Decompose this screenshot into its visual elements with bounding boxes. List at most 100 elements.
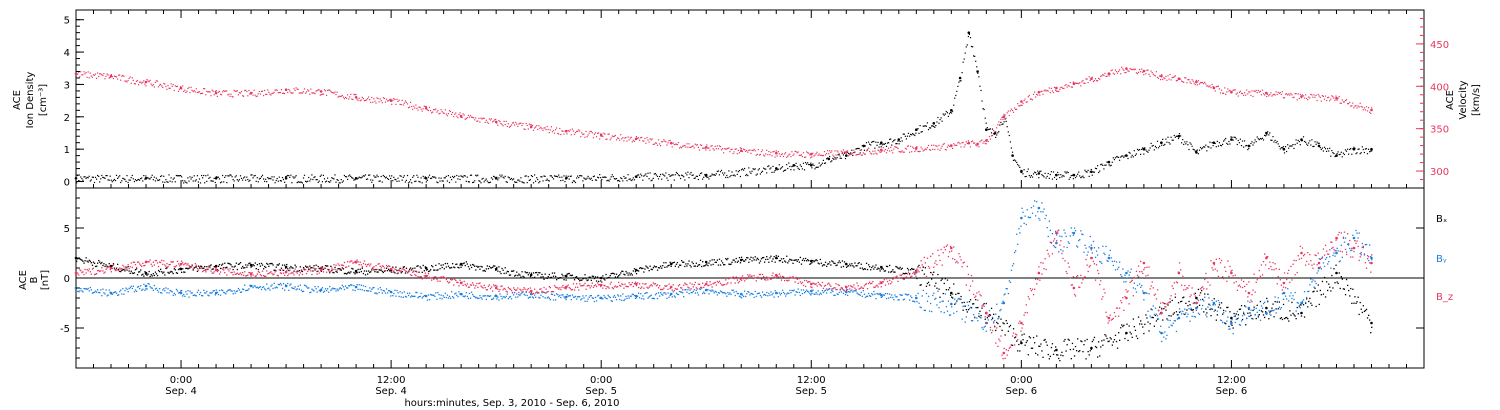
velocity-point	[258, 91, 260, 93]
bx-point	[840, 266, 842, 268]
density-point	[1258, 139, 1260, 141]
velocity-point	[100, 73, 102, 75]
bx-point	[796, 260, 798, 262]
bx-point	[611, 272, 613, 274]
density-point	[548, 180, 550, 182]
velocity-point	[958, 141, 960, 143]
bx-point	[294, 264, 296, 266]
by-point	[88, 290, 90, 292]
density-point	[1046, 175, 1048, 177]
velocity-point	[112, 78, 114, 80]
by-point	[956, 310, 958, 313]
bx-point	[1009, 324, 1012, 327]
bx-point	[1188, 300, 1190, 303]
bx-point	[1056, 354, 1058, 356]
velocity-point	[1027, 96, 1029, 98]
bx-point	[561, 273, 563, 275]
by-point	[415, 291, 417, 294]
by-point	[728, 293, 730, 295]
bx-point	[484, 270, 486, 272]
velocity-point	[87, 71, 89, 73]
by-point	[508, 296, 511, 298]
bx-point	[270, 262, 272, 265]
density-point	[617, 180, 619, 182]
by-point	[796, 291, 798, 293]
bx-point	[492, 266, 494, 268]
bx-point	[221, 264, 223, 266]
bx-point	[362, 272, 365, 275]
bx-point	[133, 272, 136, 274]
velocity-point	[472, 116, 474, 118]
by-point	[476, 296, 478, 299]
bx-point	[594, 276, 597, 278]
top-panel-frame	[75, 9, 1425, 189]
bx-point	[247, 264, 249, 266]
density-point	[588, 177, 590, 179]
bx-point	[1197, 288, 1200, 291]
bx-point	[847, 265, 849, 267]
velocity-point	[979, 141, 981, 143]
density-point	[239, 175, 242, 177]
bx-point	[662, 265, 664, 267]
density-point	[843, 152, 845, 154]
velocity-point	[708, 147, 710, 149]
by-point	[462, 295, 464, 297]
bx-point	[488, 265, 491, 268]
density-point	[440, 177, 442, 179]
bx-point	[443, 268, 445, 270]
velocity-point	[802, 152, 805, 154]
by-point	[418, 296, 420, 298]
density-point	[988, 128, 990, 130]
velocity-point	[458, 113, 460, 116]
velocity-point	[1225, 93, 1227, 95]
density-point	[614, 178, 616, 180]
by-point	[729, 292, 731, 294]
velocity-point	[478, 117, 480, 119]
by-point	[754, 290, 756, 293]
by-point	[510, 298, 513, 300]
by-point	[1194, 316, 1196, 318]
bx-point	[1086, 338, 1088, 341]
velocity-point	[1361, 106, 1363, 108]
bx-point	[1061, 351, 1063, 353]
bx-point	[495, 269, 497, 271]
density-point	[467, 181, 469, 183]
density-point	[1036, 173, 1038, 176]
density-point	[813, 164, 815, 166]
bx-point	[1182, 297, 1184, 299]
density-point	[275, 179, 277, 182]
bx-point	[382, 271, 384, 274]
bx-point	[226, 266, 228, 268]
density-point	[809, 163, 811, 166]
by-point	[328, 291, 330, 293]
by-point	[1238, 324, 1241, 326]
bx-point	[1222, 313, 1224, 315]
bx-point	[99, 261, 101, 263]
by-point	[333, 288, 335, 290]
density-point	[1287, 144, 1289, 146]
density-point	[374, 176, 376, 178]
by-point	[900, 294, 902, 296]
bx-point	[367, 273, 369, 275]
bx-point	[115, 267, 118, 269]
by-point	[180, 290, 182, 292]
velocity-point	[506, 125, 508, 127]
bx-point	[1085, 358, 1087, 360]
bx-point	[182, 268, 184, 270]
velocity-point	[147, 80, 149, 82]
density-point	[143, 175, 145, 177]
density-point	[606, 180, 608, 182]
bx-point	[1362, 305, 1364, 307]
density-point	[920, 131, 922, 133]
by-point	[1224, 322, 1226, 324]
bx-point	[1316, 290, 1318, 292]
bx-point	[722, 262, 724, 264]
bx-point	[544, 273, 546, 275]
density-point	[1122, 155, 1124, 157]
density-point	[252, 177, 254, 179]
density-point	[653, 173, 655, 175]
density-point	[269, 177, 271, 179]
density-point	[1195, 150, 1197, 152]
velocity-point	[923, 149, 925, 151]
by-point	[966, 301, 968, 303]
